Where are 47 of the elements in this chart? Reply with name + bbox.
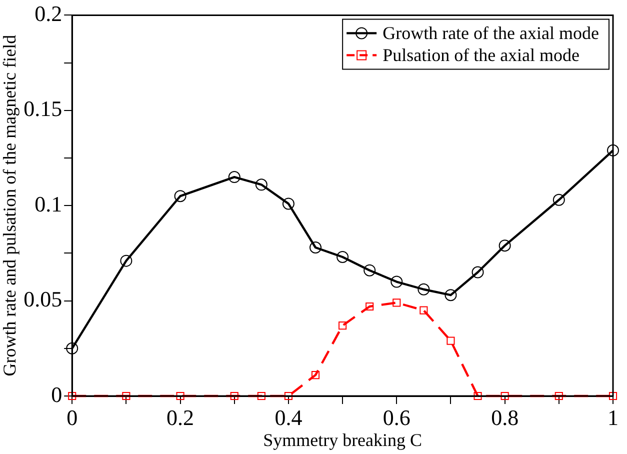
- point: [257, 392, 266, 400]
- point: [310, 241, 322, 254]
- x-axis-title: Symmetry breaking C: [263, 430, 422, 450]
- point: [418, 283, 430, 296]
- point: [364, 264, 376, 276]
- y-axis-title: Growth rate and pulsation of the magnetic field: [0, 34, 20, 376]
- point: [420, 306, 428, 314]
- point: [68, 392, 76, 400]
- point: [120, 254, 132, 267]
- point: [554, 392, 563, 400]
- point: [336, 251, 349, 264]
- point: [608, 392, 618, 400]
- y-tick-label: 0.1: [34, 191, 62, 216]
- point: [255, 178, 268, 191]
- y-tick-label: 0.15: [24, 96, 62, 122]
- y-tick-label: 0: [51, 382, 62, 407]
- point: [311, 371, 320, 380]
- y-tick-label: 0.2: [34, 0, 62, 26]
- point: [366, 302, 374, 311]
- x-tick-label: 0.6: [382, 404, 410, 430]
- point: [230, 392, 238, 400]
- point: [176, 392, 184, 400]
- x-tick-label: 0: [66, 404, 78, 430]
- point: [66, 342, 78, 354]
- point: [607, 144, 619, 156]
- x-tick-label: 0.2: [166, 404, 194, 430]
- point: [446, 336, 455, 345]
- legend-label: Growth rate of the axial mode: [382, 22, 600, 43]
- point: [498, 240, 511, 252]
- point: [500, 392, 509, 400]
- point: [392, 298, 401, 307]
- x-tick-label: 1: [608, 404, 618, 430]
- legend-label: Pulsation of the axial mode: [382, 44, 580, 65]
- point: [122, 392, 130, 400]
- point: [552, 194, 565, 206]
- x-tick-label: 0.4: [274, 404, 302, 430]
- point: [228, 171, 240, 184]
- point: [390, 276, 403, 288]
- point: [444, 289, 457, 302]
- point: [472, 266, 484, 278]
- point: [474, 392, 482, 400]
- point: [284, 392, 292, 400]
- point: [282, 198, 294, 210]
- x-tick-label: 0.8: [491, 404, 519, 430]
- point: [174, 190, 186, 202]
- point: [338, 322, 347, 330]
- y-tick-label: 0.05: [24, 286, 62, 312]
